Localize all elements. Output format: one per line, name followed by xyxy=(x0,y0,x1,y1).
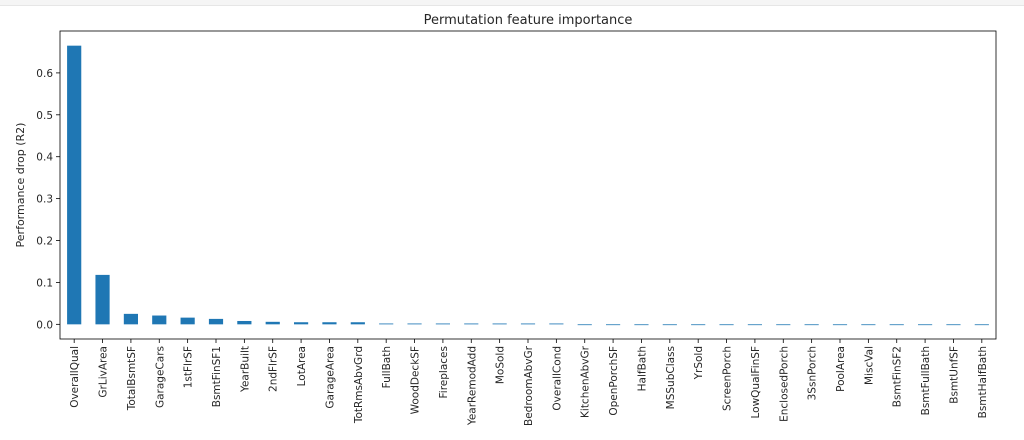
bar-wooddecksf xyxy=(407,323,422,325)
bar-lotarea xyxy=(294,322,309,325)
y-axis: 0.0 0.1 0.2 0.3 0.4 0.5 0.6 xyxy=(36,68,60,331)
x-tick-label: ScreenPorch xyxy=(722,346,734,411)
x-tick-label: OpenPorchSF xyxy=(608,346,620,416)
bar-garagearea xyxy=(322,322,337,325)
bar-grlivarea xyxy=(95,274,110,325)
x-axis: OverallQual GrLivArea TotalBsmtSF GarageCar… xyxy=(69,339,989,426)
bar-fireplaces xyxy=(435,323,450,325)
bar-screenporch xyxy=(719,324,734,326)
bar-3ssnporch xyxy=(804,324,819,326)
x-tick-label: BsmtFinSF1 xyxy=(211,346,223,407)
plot-frame xyxy=(59,30,997,340)
bars-group xyxy=(67,45,989,326)
y-tick-label: 0.6 xyxy=(36,68,53,80)
bar-lowqualfinsf xyxy=(747,324,762,326)
x-tick-label: 1stFlrSF xyxy=(183,346,195,388)
bar-openporchsf xyxy=(606,324,621,326)
x-tick-label: BsmtFinSF2 xyxy=(892,346,904,407)
bar-totalbsmtsf xyxy=(123,313,138,325)
bar-bsmthalfbath xyxy=(974,324,989,326)
x-tick-label: 3SsnPorch xyxy=(807,346,819,400)
x-tick-label: TotalBsmtSF xyxy=(126,346,138,411)
x-tick-label: YearBuilt xyxy=(239,346,251,393)
y-tick-label: 0.5 xyxy=(36,110,53,122)
x-tick-label: BsmtHalfBath xyxy=(977,346,989,418)
x-tick-label: KitchenAbvGr xyxy=(580,345,592,418)
y-tick-label: 0.4 xyxy=(36,152,53,164)
bar-mssubclass xyxy=(662,324,677,326)
bar-overallqual xyxy=(67,45,82,325)
bar-fullbath xyxy=(379,323,394,325)
x-tick-label: MoSold xyxy=(495,346,507,384)
x-tick-label: BsmtFullBath xyxy=(920,346,932,415)
bar-garagecars xyxy=(152,315,167,325)
y-tick-label: 0.2 xyxy=(36,236,53,248)
x-tick-label: PoolArea xyxy=(835,346,847,392)
top-strip xyxy=(0,0,1024,6)
bar-enclosedporch xyxy=(776,324,791,326)
bar-miscval xyxy=(861,324,876,326)
bar-yearbuilt xyxy=(237,320,252,325)
x-tick-label: BsmtUnfSF xyxy=(948,346,960,404)
y-tick-label: 0.1 xyxy=(36,277,53,289)
chart-title: Permutation feature importance xyxy=(424,13,633,28)
bar-mosold xyxy=(492,323,507,325)
bar-yearremodadd xyxy=(464,323,479,325)
bar-bsmtunfsf xyxy=(946,324,961,326)
x-tick-label: Fireplaces xyxy=(438,346,450,398)
bar-bsmtfinsf1 xyxy=(208,318,224,325)
x-tick-label: LowQualFinSF xyxy=(750,346,762,419)
x-tick-label: GarageCars xyxy=(154,346,166,408)
y-tick-label: 0.0 xyxy=(36,319,53,331)
bar-bsmtfullbath xyxy=(918,324,933,326)
x-tick-label: HalfBath xyxy=(636,346,648,391)
x-tick-label: YrSold xyxy=(693,346,705,380)
x-tick-label: GrLivArea xyxy=(98,346,110,398)
x-tick-label: 2ndFlrSF xyxy=(268,346,280,392)
bar-poolarea xyxy=(832,324,848,326)
x-tick-label: OverallQual xyxy=(69,346,81,408)
x-tick-label: LotArea xyxy=(296,346,308,386)
bar-halfbath xyxy=(634,324,649,326)
x-tick-label: MSSubClass xyxy=(665,346,677,409)
bar-kitchenabvgr xyxy=(577,324,592,326)
x-tick-label: WoodDeckSF xyxy=(410,346,422,414)
y-tick-label: 0.3 xyxy=(36,194,53,206)
x-tick-label: FullBath xyxy=(381,346,393,388)
x-tick-label: BedroomAbvGr xyxy=(523,345,535,426)
x-tick-label: YearRemodAdd xyxy=(466,346,478,426)
y-axis-label: Performance drop (R2) xyxy=(14,123,27,248)
bar-totrmsabvgrd xyxy=(350,322,365,325)
x-tick-label: EnclosedPorch xyxy=(778,346,790,422)
x-tick-label: OverallCond xyxy=(551,346,563,411)
x-tick-label: MiscVal xyxy=(863,346,875,385)
bar-yrsold xyxy=(691,324,706,326)
bar-2ndflrsf xyxy=(265,321,280,325)
x-tick-label: TotRmsAbvGrd xyxy=(353,346,365,424)
bar-bedroomabvgr xyxy=(520,323,536,325)
bar-bsmtfinsf2 xyxy=(889,324,904,326)
bar-overallcond xyxy=(549,323,564,325)
bar-1stflrsf xyxy=(180,317,195,325)
x-tick-label: GarageArea xyxy=(324,346,336,409)
